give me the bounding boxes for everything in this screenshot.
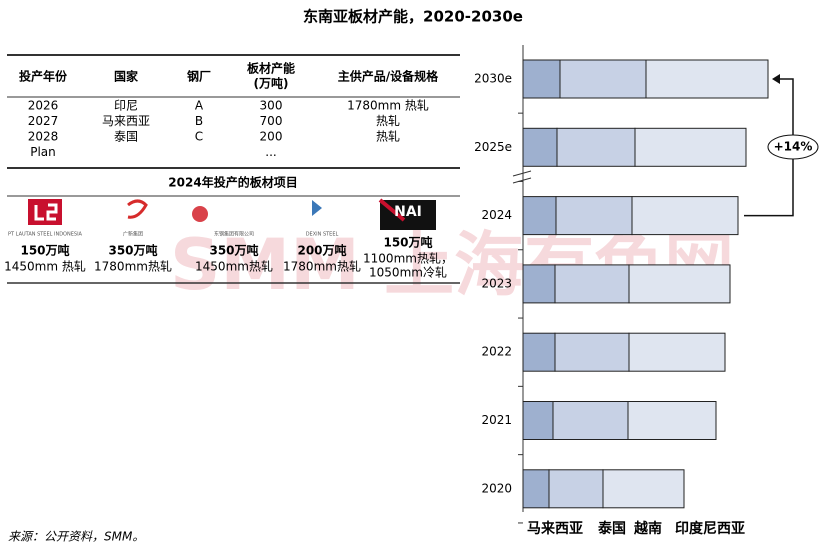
cell: 热轧	[376, 114, 400, 128]
cell: A	[195, 99, 204, 113]
cell: B	[195, 114, 203, 128]
y-tick-label: 2024	[481, 208, 512, 222]
y-tick-label: 2025e	[474, 140, 512, 154]
cell: 1780mm 热轧	[347, 99, 429, 113]
cell: 印尼	[114, 99, 138, 113]
logo-label: NAI	[394, 204, 422, 220]
spec: 1100mm热轧，	[363, 252, 453, 266]
cell: Plan	[30, 145, 56, 159]
source: 来源：公开资料，SMM。	[8, 530, 144, 544]
logo-label: 广新集团	[123, 231, 143, 238]
y-tick-label: 2030e	[474, 72, 512, 86]
bar-segment	[522, 127, 558, 167]
bar-segment	[522, 196, 557, 236]
bar-segment	[522, 59, 561, 99]
bar-segment	[556, 127, 636, 167]
capacity: 350万吨	[209, 243, 258, 258]
bar-segment	[555, 196, 633, 236]
logo	[192, 206, 208, 222]
y-tick-label: 2023	[481, 276, 512, 290]
logo	[378, 198, 406, 222]
arrowhead	[772, 74, 780, 84]
capacity: 150万吨	[383, 235, 432, 250]
spec: 1780mm热轧	[283, 260, 361, 274]
chart-title: 东南亚板材产能，2020-2030e	[303, 8, 523, 26]
y-tick-label: 2021	[481, 413, 512, 427]
bar-segment	[628, 264, 731, 304]
logo	[34, 203, 58, 221]
bar-segment	[628, 332, 726, 372]
spec: 1780mm热轧	[94, 260, 172, 274]
axis-break	[512, 170, 532, 184]
spec: 1450mm热轧	[195, 260, 273, 274]
spec: 1050mm冷轧	[369, 266, 447, 280]
bar-segment	[627, 401, 717, 440]
cell: 200	[260, 130, 283, 144]
header-cell: 板材产能	[247, 61, 295, 76]
annotation-bubble	[767, 134, 819, 160]
logo-label: 东钢集团有限公司	[214, 231, 254, 238]
header-cell: 国家	[114, 69, 139, 84]
cell: 2028	[28, 130, 59, 144]
cell: 2026	[28, 99, 59, 113]
capacity: 350万吨	[108, 243, 157, 258]
y-tick-label: 2022	[481, 345, 512, 359]
spec: 1450mm 热轧	[4, 260, 86, 274]
annotation: +14%	[774, 140, 813, 154]
header-cell: 投产年份	[19, 69, 68, 84]
header-cell: 主供产品/设备规格	[338, 69, 439, 84]
capacity: 150万吨	[20, 243, 69, 258]
logo-label: PT LAUTAN STEEL INDONESIA	[8, 232, 83, 238]
legend-label: 马来西亚	[527, 521, 583, 537]
cell: 300	[260, 99, 283, 113]
bar-segment	[602, 469, 685, 509]
cell: 700	[260, 114, 283, 128]
bar-segment	[552, 401, 629, 440]
legend-label: 泰国	[597, 520, 626, 537]
bar-segment	[522, 264, 556, 304]
header-cell: 钢厂	[187, 69, 211, 84]
logo-label: DEXIN STEEL	[306, 232, 339, 238]
cell: 泰国	[114, 130, 138, 144]
bar-segment	[554, 264, 630, 304]
logo	[127, 199, 148, 219]
bar-segment	[548, 469, 604, 509]
legend-label: 印度尼西亚	[675, 520, 745, 537]
bar-segment	[522, 401, 554, 440]
y-tick-label: 2020	[481, 481, 512, 495]
cell: ...	[265, 145, 276, 159]
legend-label: 越南	[633, 520, 662, 537]
bar-segment	[522, 332, 556, 372]
cell: 马来西亚	[102, 114, 150, 128]
bar-segment	[522, 469, 550, 509]
bar-segment	[645, 59, 769, 99]
cell: C	[195, 130, 203, 144]
capacity: 200万吨	[297, 243, 346, 258]
section-title: 2024年投产的板材项目	[168, 175, 297, 190]
cell: 热轧	[376, 130, 400, 144]
header-cell: (万吨)	[254, 76, 289, 91]
bar-segment	[559, 59, 647, 99]
bar-segment	[631, 196, 739, 236]
bar-segment	[554, 332, 630, 372]
logo	[380, 200, 436, 230]
bar-segment	[634, 127, 747, 167]
logo	[312, 200, 322, 216]
cell: 2027	[28, 114, 59, 128]
